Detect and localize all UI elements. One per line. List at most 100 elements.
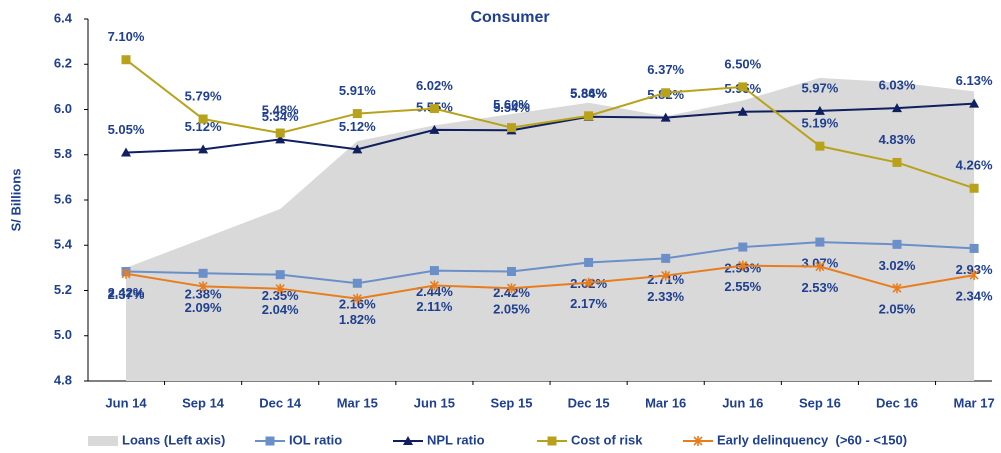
data-label: 2.04% xyxy=(262,302,299,317)
data-label: 6.37% xyxy=(647,62,684,77)
data-point xyxy=(198,114,208,124)
y-tick-label: 5.4 xyxy=(54,237,73,252)
y-tick-label: 6.2 xyxy=(54,56,72,71)
legend-label: Cost of risk xyxy=(571,432,643,447)
data-point xyxy=(584,111,594,121)
data-label: 7.10% xyxy=(108,29,145,44)
data-label: 2.11% xyxy=(416,299,453,314)
data-label: 2.05% xyxy=(879,302,916,317)
data-point xyxy=(892,283,902,294)
legend-label: Loans (Left axis) xyxy=(122,432,225,447)
legend-marker xyxy=(693,436,703,446)
data-point xyxy=(584,277,594,288)
data-point xyxy=(429,280,439,291)
data-label: 5.84% xyxy=(570,86,607,101)
x-tick-label: Jun 15 xyxy=(414,395,455,410)
data-label: 2.53% xyxy=(801,280,838,295)
data-label: 5.34% xyxy=(262,109,299,124)
data-point xyxy=(661,253,671,263)
data-point xyxy=(892,239,902,249)
series-line xyxy=(125,264,975,300)
data-label: 5.97% xyxy=(801,80,838,95)
x-tick-label: Sep 14 xyxy=(182,395,225,410)
data-label: 2.35% xyxy=(262,288,299,303)
data-point xyxy=(506,283,517,294)
data-point xyxy=(584,257,594,267)
legend-swatch xyxy=(88,436,118,446)
x-tick-label: Sep 16 xyxy=(799,395,841,410)
data-label: 6.13% xyxy=(956,73,993,88)
data-point xyxy=(738,82,748,92)
data-label: 5.91% xyxy=(339,83,376,98)
data-label: 4.26% xyxy=(956,158,993,173)
data-label: 2.42% xyxy=(108,285,145,300)
y-tick-label: 6.0 xyxy=(54,101,72,116)
data-label: 2.93% xyxy=(956,262,993,277)
data-point xyxy=(660,112,671,122)
data-label: 5.60% xyxy=(493,97,530,112)
legend-marker xyxy=(265,436,275,446)
y-tick-label: 5.6 xyxy=(54,191,72,206)
data-point xyxy=(352,278,362,288)
data-label: 2.05% xyxy=(493,302,530,317)
data-point xyxy=(892,157,902,167)
x-tick-label: Dec 14 xyxy=(259,395,302,410)
data-point xyxy=(507,123,516,133)
data-point xyxy=(814,105,825,115)
data-label: 2.34% xyxy=(956,289,993,304)
data-point xyxy=(198,144,209,154)
data-label: 5.12% xyxy=(185,119,222,134)
data-label: 2.16% xyxy=(339,297,376,312)
legend-label: Early delinquency (>60 - <150) xyxy=(717,432,907,447)
data-label: 5.19% xyxy=(801,116,838,131)
y-tick-label: 5.2 xyxy=(54,282,72,297)
chart-title: Consumer xyxy=(470,9,549,26)
legend-marker xyxy=(547,436,557,446)
data-label: 6.03% xyxy=(879,78,916,93)
data-point xyxy=(429,104,439,114)
data-label: 5.05% xyxy=(108,122,145,137)
data-label: 6.02% xyxy=(416,78,453,93)
data-point xyxy=(661,88,671,98)
data-label: 3.02% xyxy=(879,258,916,273)
series-line xyxy=(125,58,975,190)
data-point xyxy=(737,106,748,116)
x-tick-label: Mar 17 xyxy=(953,395,994,410)
data-label: 5.48% xyxy=(262,102,299,117)
y-tick-label: 5.8 xyxy=(54,146,72,161)
data-point xyxy=(661,270,671,281)
data-point xyxy=(815,261,825,272)
data-point xyxy=(121,147,131,157)
loans-area xyxy=(126,77,975,381)
data-label: 2.37% xyxy=(108,287,145,302)
legend-label: IOL ratio xyxy=(289,432,342,447)
series-line xyxy=(125,241,975,285)
data-label: 4.83% xyxy=(879,132,916,147)
y-tick-label: 5.0 xyxy=(54,327,72,342)
data-label: 2.38% xyxy=(185,287,222,302)
data-point xyxy=(738,260,748,271)
data-point xyxy=(429,124,440,134)
data-point xyxy=(969,243,979,253)
data-point xyxy=(275,128,285,138)
data-point xyxy=(352,144,363,154)
x-tick-label: Mar 16 xyxy=(645,395,686,410)
data-point xyxy=(969,183,979,193)
data-point xyxy=(198,281,208,292)
x-tick-label: Sep 15 xyxy=(491,395,533,410)
data-point xyxy=(121,55,131,65)
data-label: 2.55% xyxy=(724,279,761,294)
data-label: 2.17% xyxy=(570,296,607,311)
legend-marker xyxy=(403,436,413,445)
data-point xyxy=(198,268,208,278)
data-point xyxy=(275,283,285,294)
data-label: 2.33% xyxy=(647,289,684,304)
y-tick-label: 4.8 xyxy=(54,372,72,387)
data-label: 6.50% xyxy=(724,56,761,71)
data-point xyxy=(429,266,439,276)
data-point xyxy=(892,103,902,113)
data-label: 5.79% xyxy=(185,88,222,103)
x-tick-label: Dec 15 xyxy=(568,395,610,410)
data-label: 1.82% xyxy=(339,312,376,327)
x-tick-label: Dec 16 xyxy=(876,395,918,410)
